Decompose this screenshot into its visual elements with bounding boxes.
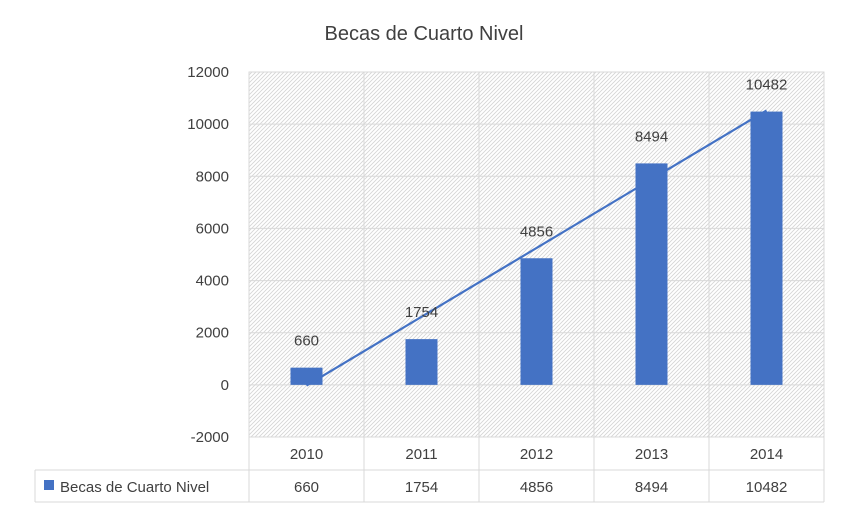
bar xyxy=(520,258,553,385)
x-tick-label: 2012 xyxy=(520,446,553,463)
x-tick-label: 2010 xyxy=(290,446,323,463)
x-tick-label: 2014 xyxy=(750,446,783,463)
y-tick-label: 8000 xyxy=(196,168,229,185)
chart-title: Becas de Cuarto Nivel xyxy=(325,23,524,45)
table-cell: 1754 xyxy=(405,479,438,496)
table-cell: 660 xyxy=(294,479,319,496)
y-axis: -2000 0 2000 4000 6000 8000 10000 12000 xyxy=(187,64,229,446)
bar xyxy=(290,367,323,385)
bar xyxy=(635,163,668,385)
legend-label: Becas de Cuarto Nivel xyxy=(60,479,209,496)
legend-key xyxy=(44,480,54,490)
data-label: 660 xyxy=(294,333,319,350)
bar xyxy=(405,339,438,385)
x-tick-label: 2013 xyxy=(635,446,668,463)
trendline-line xyxy=(305,109,768,387)
y-tick-label: 2000 xyxy=(196,325,229,342)
y-tick-label: 10000 xyxy=(187,116,229,133)
data-label: 8494 xyxy=(635,128,668,145)
data-label: 4856 xyxy=(520,223,553,240)
trendline xyxy=(305,109,768,387)
bar xyxy=(750,111,783,385)
y-tick-label: 12000 xyxy=(187,64,229,81)
x-tick-label: 2011 xyxy=(405,446,437,463)
y-tick-label: 6000 xyxy=(196,220,229,237)
y-tick-label: 4000 xyxy=(196,273,229,290)
data-label: 1754 xyxy=(405,304,438,321)
table-cell: 4856 xyxy=(520,479,553,496)
table-cell: 10482 xyxy=(746,479,788,496)
data-labels: 660 1754 4856 8494 10482 xyxy=(294,77,787,350)
bars xyxy=(290,111,783,385)
data-table: 2010 2011 2012 2013 2014 Becas de Cuarto Nive… xyxy=(34,436,824,503)
y-tick-label: 0 xyxy=(221,377,229,394)
data-label: 10482 xyxy=(746,77,788,94)
table-cell: 8494 xyxy=(635,479,668,496)
y-tick-label: -2000 xyxy=(191,429,229,446)
